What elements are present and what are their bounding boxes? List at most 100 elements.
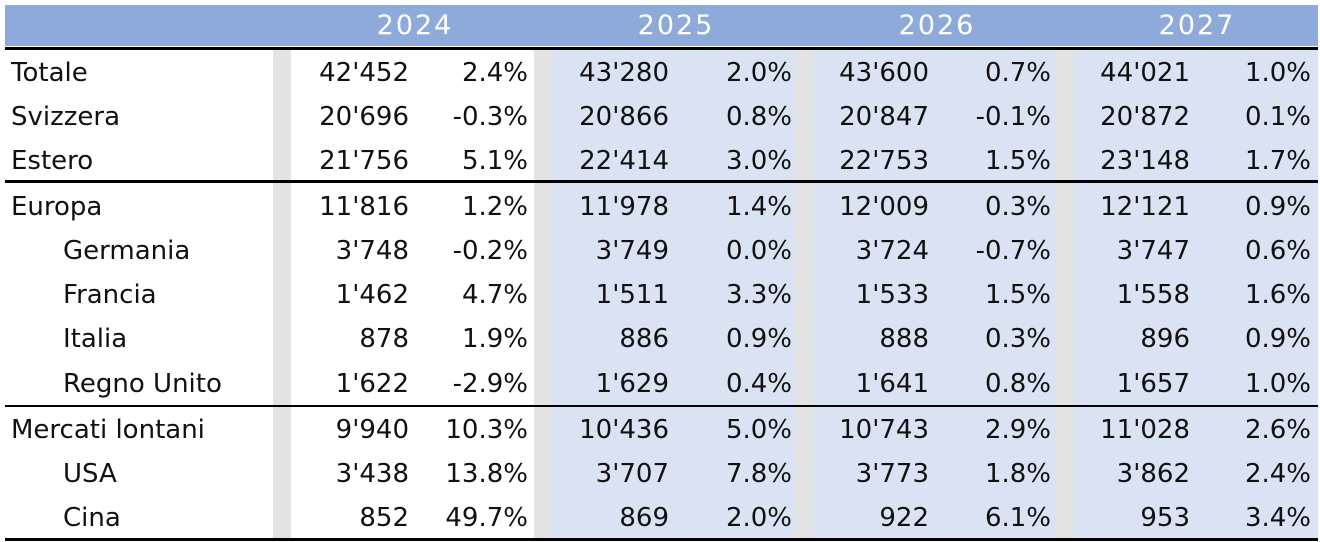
change-cell: 7.8% xyxy=(725,459,792,489)
value-cell: 886 xyxy=(619,324,669,354)
value-cell: 22'414 xyxy=(579,146,669,176)
change-cell: 6.1% xyxy=(984,503,1051,533)
value-cell: 1'622 xyxy=(335,369,409,399)
value-cell: 11'978 xyxy=(579,192,669,222)
value-cell: 23'148 xyxy=(1100,146,1190,176)
value-cell: 21'756 xyxy=(319,146,409,176)
change-cell: -0.7% xyxy=(975,236,1051,266)
section-divider xyxy=(5,538,1318,541)
value-cell: 20'872 xyxy=(1100,102,1190,132)
change-cell: 2.0% xyxy=(725,503,792,533)
change-cell: 2.9% xyxy=(984,415,1051,445)
change-cell: -0.2% xyxy=(452,236,528,266)
value-cell: 3'707 xyxy=(595,459,669,489)
table-row: Totale 42'452 2.4% 43'280 2.0% 43'600 0.7% 44'0… xyxy=(0,51,1320,95)
year-header-2027: 2027 xyxy=(1158,10,1236,41)
value-cell: 11'816 xyxy=(319,192,409,222)
table-row: Cina 852 49.7% 869 2.0% 922 6.1% 953 3.4% xyxy=(0,496,1320,540)
change-cell: 1.5% xyxy=(984,146,1051,176)
change-cell: 0.3% xyxy=(984,324,1051,354)
change-cell: 10.3% xyxy=(445,415,528,445)
row-label: Estero xyxy=(11,146,94,176)
change-cell: 0.9% xyxy=(1244,192,1311,222)
value-cell: 3'438 xyxy=(335,459,409,489)
year-header-2025: 2025 xyxy=(637,10,715,41)
value-cell: 9'940 xyxy=(335,415,409,445)
year-header-2024: 2024 xyxy=(376,10,454,41)
value-cell: 44'021 xyxy=(1100,58,1190,88)
row-label: USA xyxy=(63,459,117,489)
change-cell: 2.0% xyxy=(725,58,792,88)
value-cell: 3'862 xyxy=(1116,459,1190,489)
value-cell: 12'121 xyxy=(1100,192,1190,222)
table-row: Regno Unito 1'622 -2.9% 1'629 0.4% 1'641 0.8% 1… xyxy=(0,362,1320,406)
value-cell: 852 xyxy=(359,503,409,533)
change-cell: 0.8% xyxy=(725,102,792,132)
value-cell: 10'436 xyxy=(579,415,669,445)
table-row: Svizzera 20'696 -0.3% 20'866 0.8% 20'847 -0.1%… xyxy=(0,95,1320,139)
value-cell: 3'748 xyxy=(335,236,409,266)
value-cell: 1'533 xyxy=(855,280,929,310)
section-divider xyxy=(5,180,1318,183)
value-cell: 1'558 xyxy=(1116,280,1190,310)
value-cell: 869 xyxy=(619,503,669,533)
row-label: Regno Unito xyxy=(63,369,222,399)
separator-band xyxy=(795,50,813,538)
change-cell: 1.0% xyxy=(1244,369,1311,399)
change-cell: 3.0% xyxy=(725,146,792,176)
value-cell: 3'749 xyxy=(595,236,669,266)
change-cell: 0.4% xyxy=(725,369,792,399)
forecast-band xyxy=(813,50,1056,538)
section-divider xyxy=(5,405,1318,407)
value-cell: 3'747 xyxy=(1116,236,1190,266)
separator-band xyxy=(273,50,291,538)
table-row: Europa 11'816 1.2% 11'978 1.4% 12'009 0.3% 12'1… xyxy=(0,185,1320,229)
year-header-2026: 2026 xyxy=(898,10,976,41)
change-cell: 0.1% xyxy=(1244,102,1311,132)
row-label: Francia xyxy=(63,280,157,310)
value-cell: 1'629 xyxy=(595,369,669,399)
value-cell: 42'452 xyxy=(319,58,409,88)
value-cell: 922 xyxy=(879,503,929,533)
value-cell: 1'511 xyxy=(595,280,669,310)
change-cell: -0.3% xyxy=(452,102,528,132)
value-cell: 12'009 xyxy=(839,192,929,222)
change-cell: 0.9% xyxy=(1244,324,1311,354)
forecast-band xyxy=(1074,50,1318,538)
change-cell: 1.6% xyxy=(1244,280,1311,310)
value-cell: 3'724 xyxy=(855,236,929,266)
value-cell: 878 xyxy=(359,324,409,354)
value-cell: 43'280 xyxy=(579,58,669,88)
forecast-band xyxy=(552,50,795,538)
change-cell: 2.4% xyxy=(1244,459,1311,489)
change-cell: -2.9% xyxy=(452,369,528,399)
value-cell: 20'847 xyxy=(839,102,929,132)
change-cell: 0.6% xyxy=(1244,236,1311,266)
change-cell: 49.7% xyxy=(445,503,528,533)
value-cell: 11'028 xyxy=(1100,415,1190,445)
value-cell: 3'773 xyxy=(855,459,929,489)
change-cell: 0.7% xyxy=(984,58,1051,88)
change-cell: 1.4% xyxy=(725,192,792,222)
value-cell: 10'743 xyxy=(839,415,929,445)
table-row: Germania 3'748 -0.2% 3'749 0.0% 3'724 -0.7% 3'7… xyxy=(0,229,1320,273)
section-divider xyxy=(5,47,1318,50)
row-label: Mercati lontani xyxy=(11,415,205,445)
change-cell: -0.1% xyxy=(975,102,1051,132)
change-cell: 1.7% xyxy=(1244,146,1311,176)
change-cell: 5.1% xyxy=(461,146,528,176)
change-cell: 4.7% xyxy=(461,280,528,310)
value-cell: 896 xyxy=(1140,324,1190,354)
change-cell: 5.0% xyxy=(725,415,792,445)
value-cell: 953 xyxy=(1140,503,1190,533)
value-cell: 1'641 xyxy=(855,369,929,399)
change-cell: 2.6% xyxy=(1244,415,1311,445)
change-cell: 0.0% xyxy=(725,236,792,266)
change-cell: 3.3% xyxy=(725,280,792,310)
value-cell: 20'866 xyxy=(579,102,669,132)
table-row: Italia 878 1.9% 886 0.9% 888 0.3% 896 0.9% xyxy=(0,317,1320,361)
change-cell: 2.4% xyxy=(461,58,528,88)
change-cell: 13.8% xyxy=(445,459,528,489)
row-label: Europa xyxy=(11,192,103,222)
table-row: Estero 21'756 5.1% 22'414 3.0% 22'753 1.5% 23'1… xyxy=(0,139,1320,183)
